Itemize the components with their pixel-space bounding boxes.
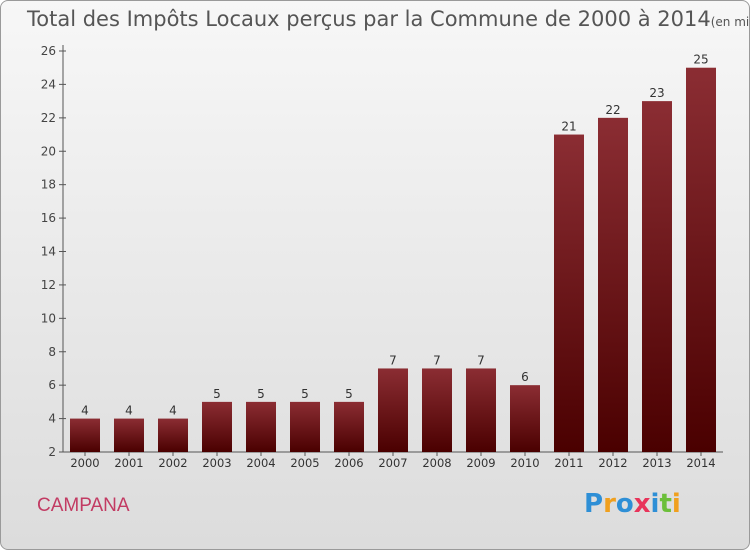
- logo-letter: r: [603, 489, 616, 519]
- data-label: 4: [81, 404, 89, 418]
- data-label: 5: [257, 387, 265, 401]
- y-tick-label: 12: [41, 278, 56, 292]
- logo-letter: t: [659, 489, 672, 519]
- y-tick-label: 14: [41, 245, 56, 259]
- y-tick-label: 18: [41, 178, 56, 192]
- logo-letter: x: [633, 489, 651, 519]
- bar: [598, 117, 628, 452]
- bar: [114, 418, 144, 452]
- data-label: 22: [605, 103, 620, 117]
- y-tick-label: 4: [48, 412, 56, 426]
- x-tick-label: 2013: [642, 456, 671, 470]
- logo-letter: i: [671, 489, 681, 519]
- bar: [290, 401, 320, 452]
- x-tick-label: 2001: [114, 456, 143, 470]
- data-label: 7: [389, 353, 397, 367]
- x-tick-label: 2002: [158, 456, 187, 470]
- x-tick-label: 2006: [334, 456, 363, 470]
- title-main: Total des Impôts Locaux perçus par la Co…: [27, 7, 711, 31]
- y-tick-label: 22: [41, 111, 56, 125]
- bar: [158, 418, 188, 452]
- commune-name: CAMPANA: [37, 495, 130, 516]
- y-tick-label: 2: [48, 445, 56, 459]
- data-label: 4: [169, 404, 177, 418]
- data-label: 5: [301, 387, 309, 401]
- logo-letter: o: [615, 489, 634, 519]
- x-tick-label: 2009: [466, 456, 495, 470]
- x-tick-label: 2005: [290, 456, 319, 470]
- data-label: 25: [693, 53, 708, 67]
- data-label: 5: [213, 387, 221, 401]
- data-label: 21: [561, 120, 576, 134]
- bar: [70, 418, 100, 452]
- bar: [378, 368, 408, 452]
- x-tick-label: 2014: [686, 456, 715, 470]
- data-label: 4: [125, 404, 133, 418]
- bar: [510, 385, 540, 452]
- bar: [422, 368, 452, 452]
- x-tick-label: 2011: [554, 456, 583, 470]
- data-label: 7: [477, 353, 485, 367]
- x-tick-label: 2007: [378, 456, 407, 470]
- bar: [202, 401, 232, 452]
- y-tick-label: 26: [41, 44, 56, 58]
- y-tick-label: 8: [48, 345, 56, 359]
- title-unit: (en milliers d'€): [710, 15, 750, 29]
- x-tick-label: 2003: [202, 456, 231, 470]
- data-label: 5: [345, 387, 353, 401]
- bar: [554, 134, 584, 452]
- chart-title: Total des Impôts Locaux perçus par la Co…: [27, 7, 750, 31]
- y-tick-label: 20: [41, 144, 56, 158]
- bar: [642, 101, 672, 452]
- y-tick-label: 10: [41, 311, 56, 325]
- proxiti-logo: Proxiti: [584, 489, 681, 519]
- bar: [466, 368, 496, 452]
- x-tick-label: 2012: [598, 456, 627, 470]
- y-tick-label: 16: [41, 211, 56, 225]
- y-tick-label: 6: [48, 378, 56, 392]
- x-tick-label: 2000: [70, 456, 99, 470]
- x-tick-label: 2010: [510, 456, 539, 470]
- bar: [246, 401, 276, 452]
- data-label: 7: [433, 353, 441, 367]
- data-label: 23: [649, 86, 664, 100]
- data-label: 6: [521, 370, 529, 384]
- bar: [334, 401, 364, 452]
- bar: [686, 67, 716, 452]
- logo-letter: P: [584, 489, 604, 519]
- logo-letter: i: [650, 489, 660, 519]
- y-tick-label: 24: [41, 77, 56, 91]
- x-tick-label: 2004: [246, 456, 275, 470]
- x-tick-label: 2008: [422, 456, 451, 470]
